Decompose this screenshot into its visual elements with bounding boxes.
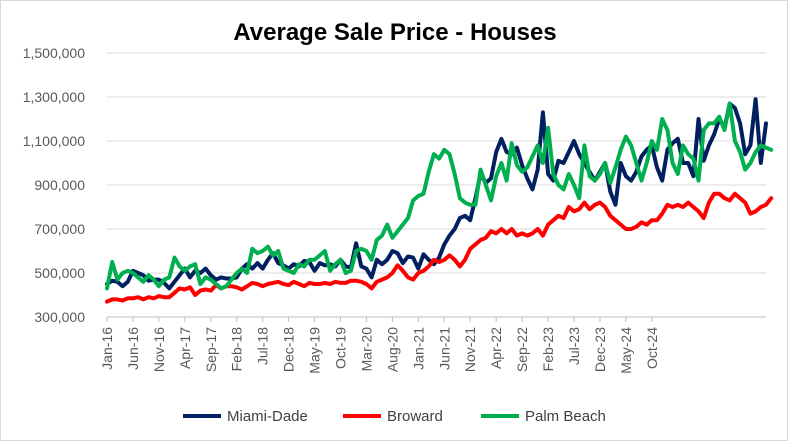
x-tick-label: Jun-21: [436, 327, 452, 370]
y-tick-label: 1,500,000: [23, 45, 85, 61]
x-tick-label: Sep-22: [514, 327, 530, 372]
grid-lines: [107, 52, 766, 274]
x-tick-label: Feb-18: [229, 327, 245, 372]
chart-title: Average Sale Price - Houses: [233, 19, 557, 46]
y-tick-label: 1,100,000: [23, 133, 85, 149]
x-tick-label: Oct-24: [644, 327, 660, 369]
legend-label: Palm Beach: [525, 408, 606, 425]
x-tick-label: Feb-23: [540, 327, 556, 372]
y-tick-label: 500,000: [34, 265, 85, 281]
x-tick-label: Jan-21: [410, 327, 426, 370]
series-line-palm-beach: [105, 101, 774, 291]
x-tick-label: Jun-16: [125, 327, 141, 370]
x-tick-label: Aug-20: [384, 327, 400, 372]
x-tick-label: Oct-19: [333, 327, 349, 369]
x-tick-label: Jan-16: [99, 327, 115, 370]
x-tick-label: Dec-18: [281, 327, 297, 372]
x-tick-label: Nov-21: [462, 327, 478, 372]
x-tick-label: Jul-18: [255, 327, 271, 365]
series-line-broward: [105, 191, 774, 304]
legend: Miami-Dade Broward Palm Beach: [183, 408, 606, 425]
x-tick-label: Sep-17: [203, 327, 219, 372]
x-tick-label: May-24: [618, 327, 634, 374]
x-tick-label: Apr-17: [177, 327, 193, 369]
x-tick-label: Jul-23: [566, 327, 582, 365]
y-tick-label: 300,000: [34, 309, 85, 325]
y-tick-label: 900,000: [34, 177, 85, 193]
legend-label: Broward: [387, 408, 443, 425]
y-axis: 300,000 500,000 700,000 900,000 1,100,000 1,3…: [23, 45, 86, 325]
x-tick-label: Apr-22: [488, 327, 504, 369]
x-tick-label: Mar-20: [358, 327, 374, 372]
y-tick-label: 1,300,000: [23, 89, 85, 105]
y-tick-label: 700,000: [34, 221, 85, 237]
x-axis: Jan-16 Jun-16 Nov-16 Apr-17 Sep-17 Feb-18 Jul-…: [99, 317, 660, 374]
legend-label: Miami-Dade: [227, 408, 308, 425]
x-tick-label: Dec-23: [592, 327, 608, 372]
series-lines: [105, 97, 774, 304]
x-tick-label: Nov-16: [151, 327, 167, 372]
x-tick-label: May-19: [307, 327, 323, 374]
